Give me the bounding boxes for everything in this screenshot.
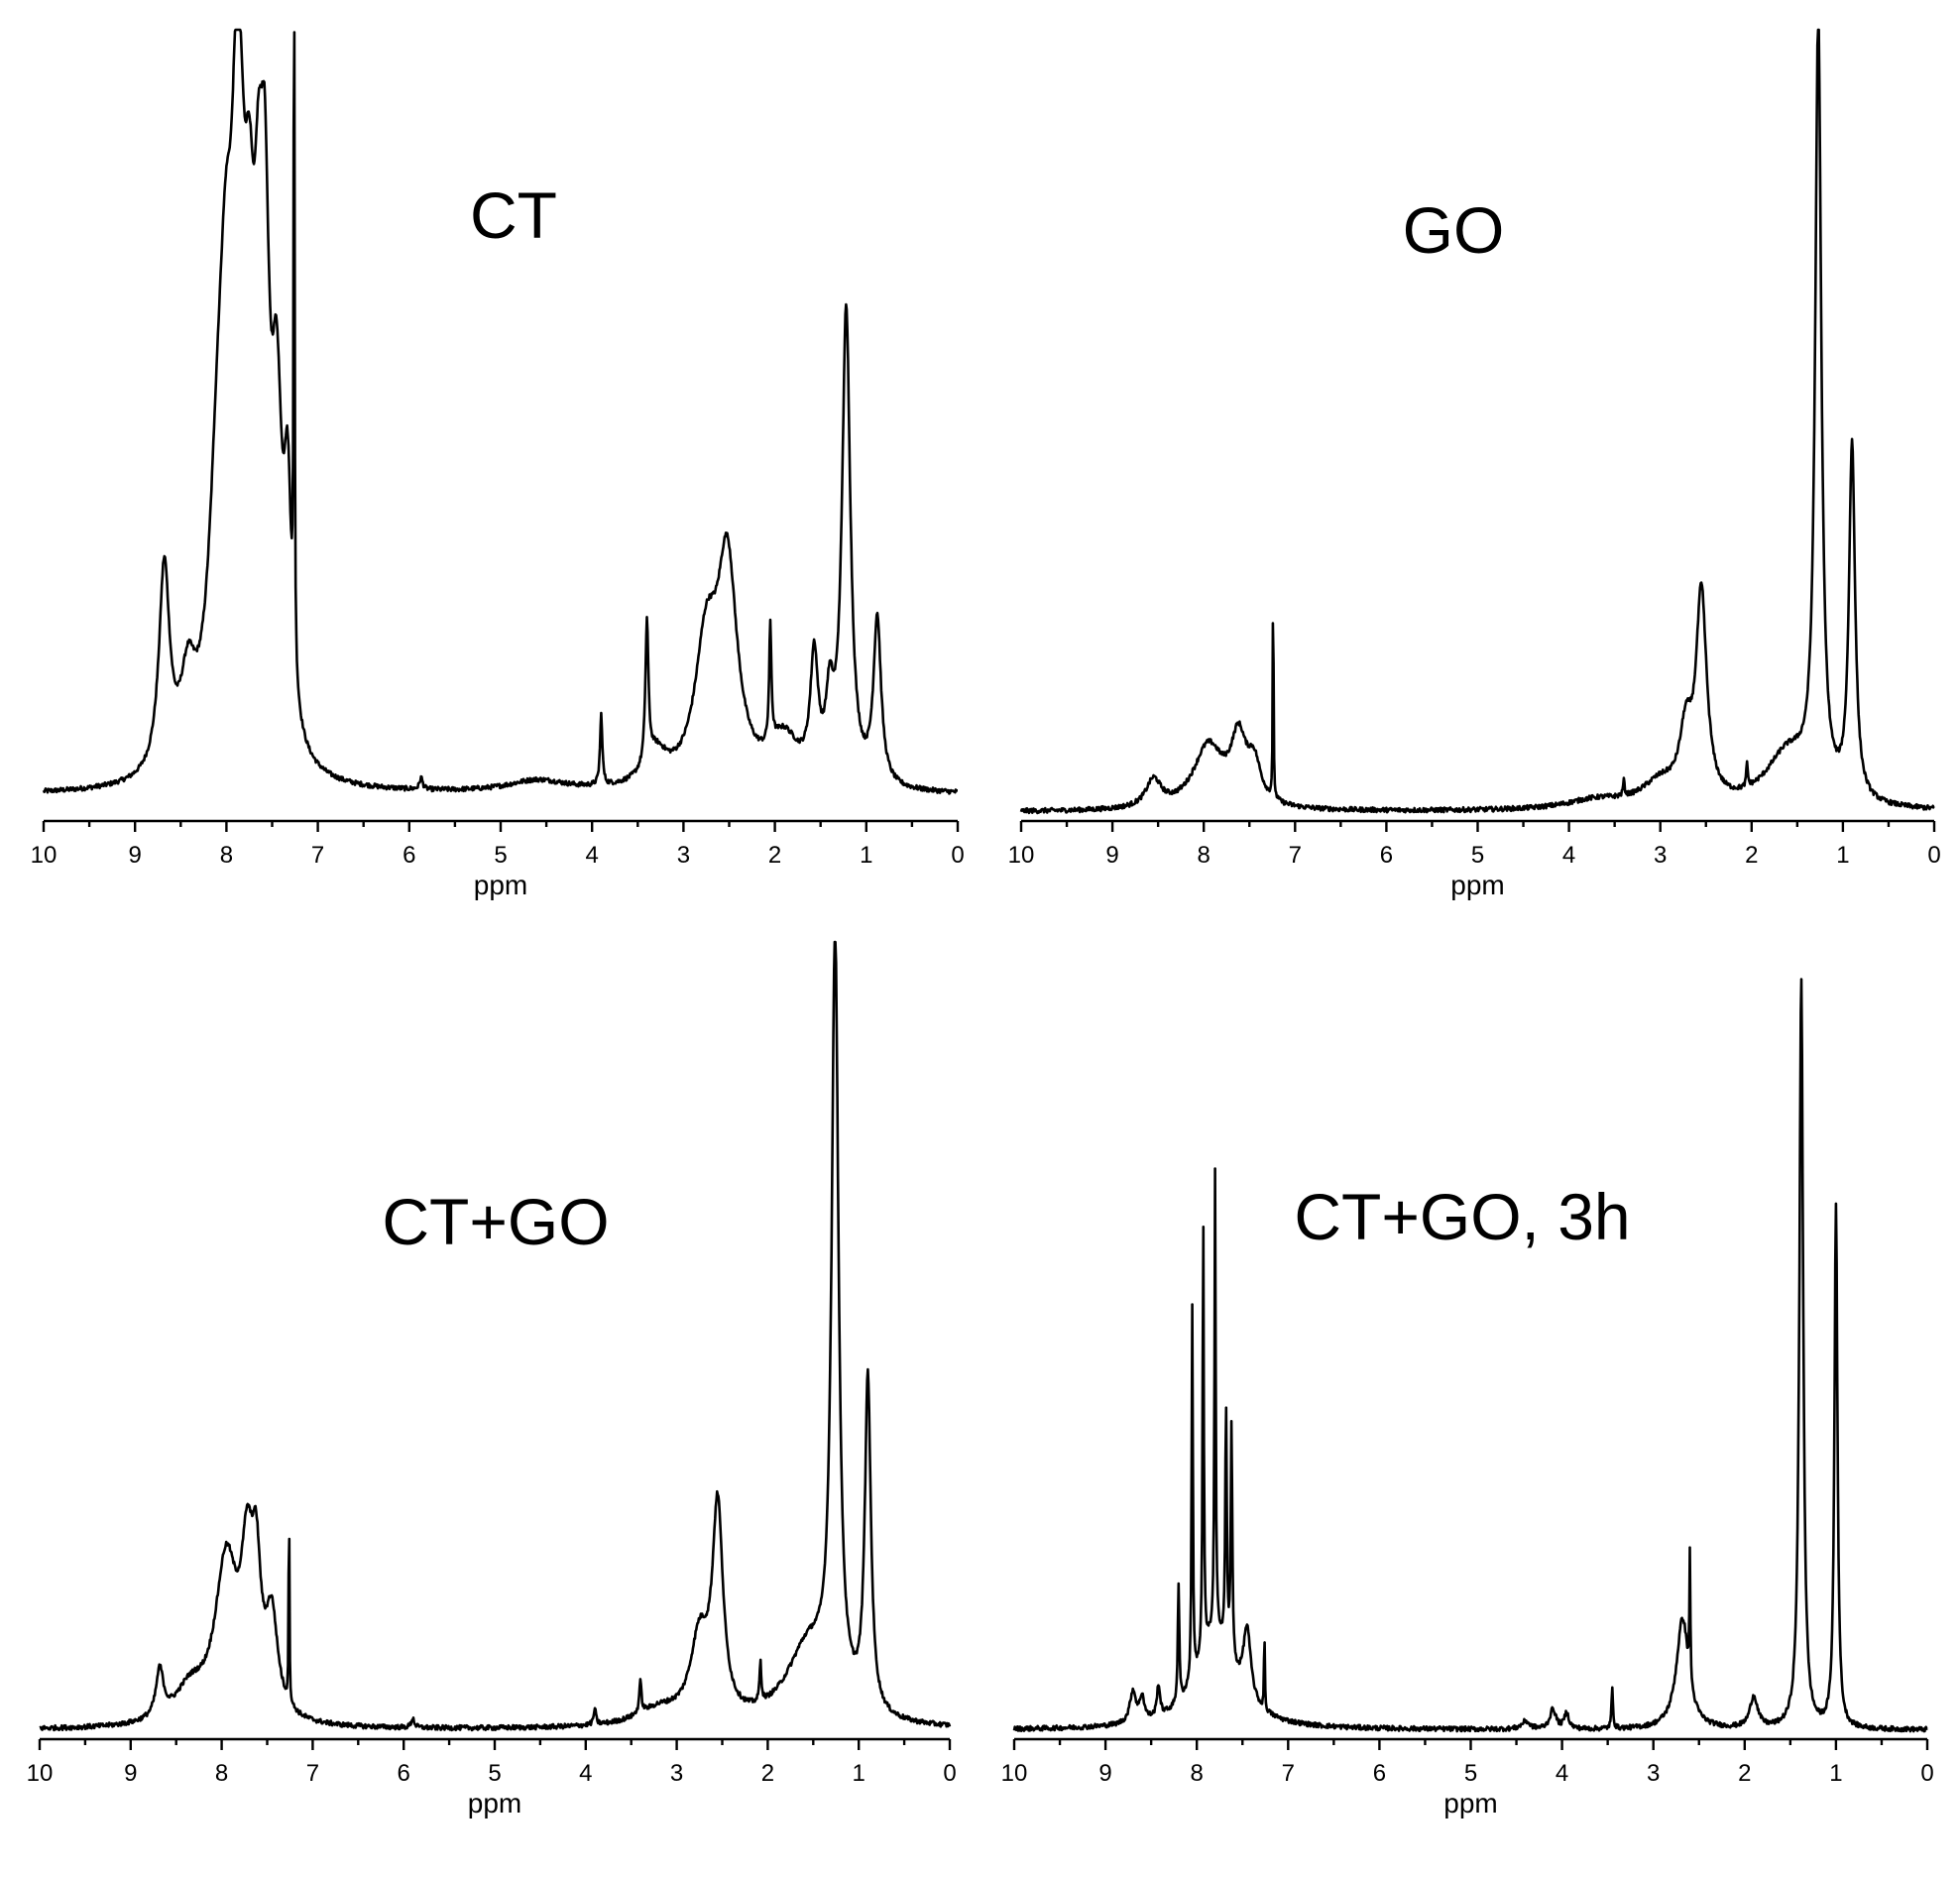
panel-4-tick-label-6: 6 [1373,1760,1386,1787]
panel-1-tick-label-1: 1 [860,842,872,869]
panel-3-tick-label-2: 2 [761,1760,774,1787]
panel-3-tick-label-6: 6 [398,1760,410,1787]
panel-4-tick-label-3: 3 [1647,1760,1660,1787]
panel-4-tick-label-7: 7 [1282,1760,1295,1787]
panel-2-label: GO [1403,193,1505,267]
panel-1-tick-label-10: 10 [31,842,58,869]
panel-1-label: CT [470,178,557,252]
panel-1-x-axis-title: ppm [474,870,527,900]
panel-2-x-axis-title: ppm [1450,870,1504,900]
panel-3-tick-label-7: 7 [306,1760,319,1787]
panel-4-x-axis-title: ppm [1443,1788,1497,1819]
panel-2-tick-label-7: 7 [1289,842,1302,869]
panel-1-spectrum-line [42,28,959,795]
panel-1-tick-label-4: 4 [586,842,599,869]
panel-3-tick-label-10: 10 [27,1760,54,1787]
panel-3-spectrum-line [39,940,952,1732]
panel-4-spectrum-line [1012,978,1928,1733]
panel-1-tick-label-7: 7 [311,842,324,869]
panel-3-tick-label-5: 5 [488,1760,501,1787]
panel-2-tick-label-8: 8 [1198,842,1211,869]
panel-3-tick-label-9: 9 [124,1760,137,1787]
panel-2-tick-label-2: 2 [1745,842,1758,869]
panel-2-tick-label-0: 0 [1927,842,1940,869]
panel-2-tick-label-5: 5 [1471,842,1484,869]
panel-2-tick-label-6: 6 [1380,842,1393,869]
panel-3-x-axis-title: ppm [468,1788,521,1819]
panel-1-tick-label-9: 9 [129,842,142,869]
panel-4-label: CT+GO, 3h [1294,1180,1630,1253]
panel-1-tick-label-8: 8 [220,842,233,869]
panel-2-tick-label-9: 9 [1105,842,1118,869]
panel-1-tick-label-2: 2 [768,842,781,869]
panel-4-tick-label-5: 5 [1464,1760,1477,1787]
panel-3-tick-label-0: 0 [943,1760,956,1787]
panel-3-label: CT+GO [382,1185,609,1258]
panel-2-spectrum-line [1019,28,1935,815]
panel-2-tick-label-3: 3 [1654,842,1667,869]
panel-4-tick-label-1: 1 [1829,1760,1842,1787]
panel-4-tick-label-9: 9 [1098,1760,1111,1787]
panel-3-tick-label-3: 3 [670,1760,683,1787]
panel-4-tick-label-4: 4 [1556,1760,1568,1787]
panel-3-tick-label-4: 4 [579,1760,592,1787]
panel-2-tick-label-4: 4 [1562,842,1575,869]
panel-2-tick-label-10: 10 [1008,842,1035,869]
panel-1-tick-label-3: 3 [677,842,690,869]
panel-4-tick-label-8: 8 [1191,1760,1204,1787]
panel-1-tick-label-5: 5 [494,842,507,869]
panel-2-tick-label-1: 1 [1836,842,1849,869]
panel-3-tick-label-8: 8 [215,1760,228,1787]
panel-4-tick-label-10: 10 [1001,1760,1028,1787]
panel-1-tick-label-6: 6 [403,842,415,869]
panel-1-tick-label-0: 0 [951,842,964,869]
panel-4-tick-label-0: 0 [1920,1760,1933,1787]
panel-4-tick-label-2: 2 [1738,1760,1751,1787]
panel-3-tick-label-1: 1 [853,1760,865,1787]
